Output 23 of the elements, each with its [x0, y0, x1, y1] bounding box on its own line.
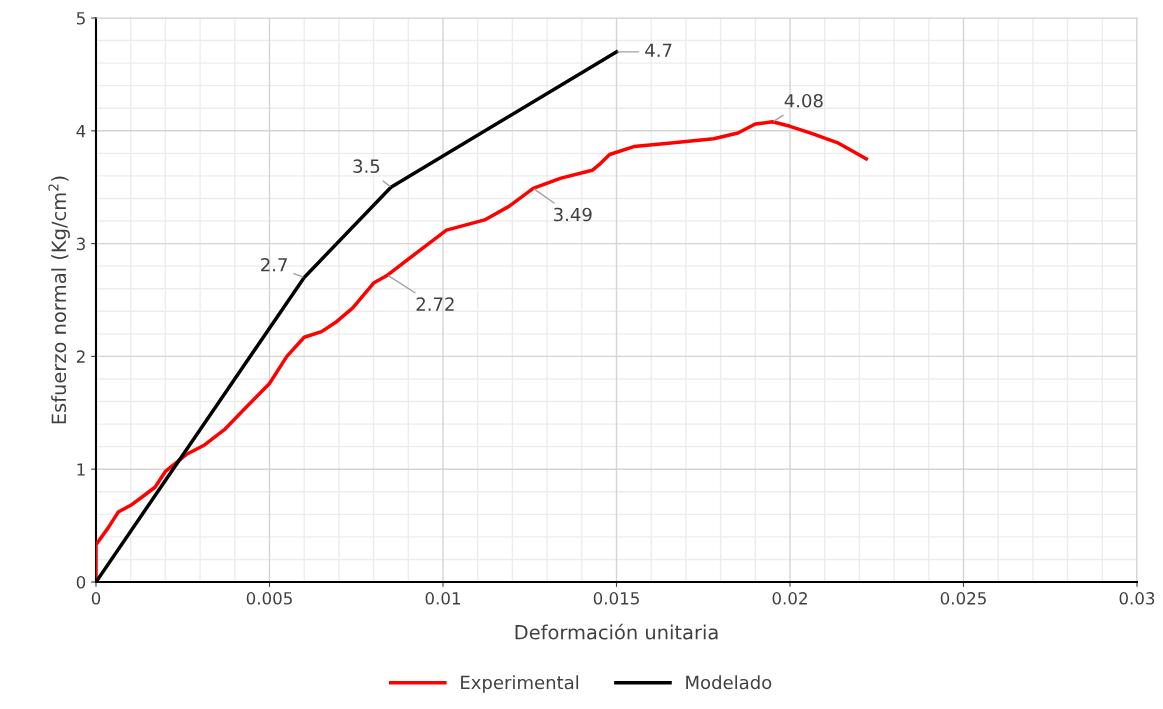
x-tick-label: 0.01: [425, 592, 461, 605]
y-tick-label: 1: [77, 463, 85, 476]
annotation: 2.72: [416, 297, 454, 311]
x-axis-title: Deformación unitaria: [515, 623, 718, 640]
legend-label: Experimental: [461, 675, 579, 693]
y-axis-title: Esfuerzo normal (Kg/cm$^{2}$): [48, 176, 70, 424]
annotation: 4.7: [645, 43, 672, 57]
x-tick-label: 0.02: [772, 592, 807, 605]
legend-label: Modelado: [686, 675, 772, 690]
x-tick-label: 0: [91, 592, 101, 605]
y-tick-label: 3: [76, 237, 85, 251]
y-tick-label: 4: [76, 124, 86, 138]
annotation: 2.7: [261, 257, 287, 272]
y-tick-label: 5: [76, 12, 85, 25]
annotation: 3.49: [554, 207, 592, 222]
x-tick-label: 0.03: [1119, 592, 1155, 605]
annotation: 3.5: [353, 159, 380, 173]
annotation: 4.08: [784, 93, 823, 108]
y-tick-label: 0: [76, 575, 86, 589]
x-tick-label: 0.005: [246, 592, 292, 605]
x-tick-label: 0.025: [940, 592, 986, 605]
y-tick-label: 2: [76, 350, 85, 363]
x-tick-label: 0.015: [593, 592, 639, 605]
